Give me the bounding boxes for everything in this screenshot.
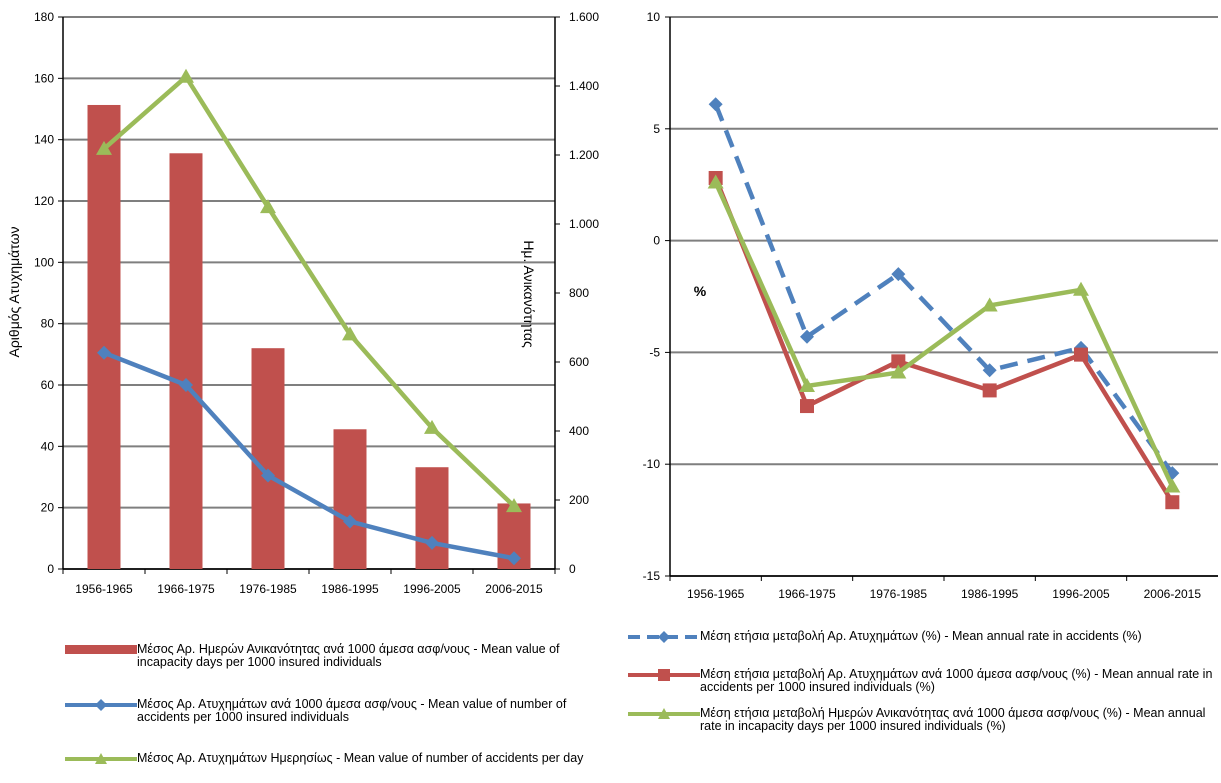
- data-point: [261, 468, 275, 483]
- data-point: [800, 399, 814, 414]
- left-y-axis-label: Αριθμός Ατυχημάτων: [6, 227, 22, 358]
- legend-swatch-triangle-line: [65, 753, 137, 764]
- data-point: [1165, 495, 1180, 510]
- x-axis-tick-label: 2006-2015: [1144, 587, 1202, 601]
- y-axis-tick-label: -10: [643, 457, 661, 471]
- right-chart-y-axis-label: %: [694, 283, 707, 299]
- series-line: [103, 350, 515, 561]
- legend-swatch-square-line: [628, 669, 700, 681]
- data-point: [981, 297, 998, 312]
- data-point: [1073, 281, 1089, 296]
- right-axis-tick-label: 800: [569, 286, 589, 300]
- legend-label: Μέση ετήσια μεταβολή Αρ. Ατυχημάτων (%) …: [700, 629, 1142, 643]
- legend-swatch-diamond-line: [65, 699, 137, 711]
- data-point: [1165, 466, 1180, 481]
- left-axis-tick-label: 120: [34, 194, 54, 208]
- bar: [415, 467, 449, 569]
- series-line: [713, 177, 1175, 504]
- right-y-axis-label: Ημ. Ανικανότητας: [521, 240, 537, 348]
- x-axis-tick-label: 1986-1995: [321, 582, 379, 596]
- x-axis-tick-label: 1966-1975: [157, 582, 215, 596]
- x-axis-tick-label: 1956-1965: [75, 582, 133, 596]
- data-point: [97, 345, 111, 360]
- x-axis-tick-label: 2006-2015: [485, 582, 543, 596]
- bar: [333, 429, 367, 569]
- y-axis-tick-label: 5: [653, 122, 660, 136]
- legend-swatch-dashed-diamond: [628, 631, 700, 643]
- data-point: [506, 498, 522, 513]
- y-axis-tick-label: -15: [643, 569, 661, 583]
- legend-label: Μέσος Αρ. Ημερών Ανικανότητας ανά 1000 ά…: [137, 642, 560, 669]
- data-point: [800, 329, 814, 344]
- right-axis-tick-label: 600: [569, 355, 589, 369]
- right-axis-tick-label: 1.400: [569, 79, 599, 93]
- series-line: [713, 103, 1175, 475]
- data-point: [982, 383, 997, 398]
- left-axis-tick-label: 20: [41, 501, 55, 515]
- x-axis-tick-label: 1986-1995: [961, 587, 1019, 601]
- left-axis-tick-label: 0: [47, 562, 54, 576]
- left-axis-tick-label: 180: [34, 10, 54, 24]
- data-point: [707, 174, 724, 189]
- right-axis-tick-label: 1.000: [569, 217, 599, 231]
- bar: [251, 348, 285, 569]
- data-point: [178, 68, 194, 83]
- right-axis-tick-label: 1.600: [569, 10, 599, 24]
- left-axis-tick-label: 140: [34, 133, 54, 147]
- legend-label: Μέσος Αρ. Ατυχημάτων Ημερησίως - Mean va…: [137, 751, 584, 765]
- y-axis-tick-label: 0: [653, 234, 660, 248]
- series-line: [713, 181, 1175, 488]
- legend-label: Μέση ετήσια μεταβολή Αρ. Ατυχημάτων ανά …: [700, 667, 1213, 694]
- y-axis-tick-label: 10: [647, 10, 661, 24]
- data-point: [507, 551, 521, 566]
- data-point: [708, 97, 723, 112]
- data-point: [96, 140, 112, 155]
- right-chart: % -15 -10 -5 0 5 10 1956-1965 1966-1975 1976-198…: [643, 10, 1218, 601]
- data-point: [1164, 478, 1181, 493]
- x-axis-tick-label: 1996-2005: [1052, 587, 1110, 601]
- x-axis-tick-label: 1956-1965: [687, 587, 745, 601]
- x-axis-tick-label: 1976-1985: [870, 587, 928, 601]
- left-axis-tick-label: 80: [41, 317, 55, 331]
- x-axis-tick-label: 1996-2005: [403, 582, 461, 596]
- data-point: [425, 535, 439, 550]
- data-point: [1074, 347, 1088, 362]
- x-axis-tick-label: 1966-1975: [778, 587, 836, 601]
- right-axis-tick-label: 1.200: [569, 148, 599, 162]
- data-point: [343, 514, 357, 529]
- data-point: [982, 363, 997, 378]
- left-axis-tick-label: 100: [34, 255, 54, 269]
- x-axis-tick-label: 1976-1985: [239, 582, 297, 596]
- legend-label: Μέσος Αρ. Ατυχημάτων ανά 1000 άμεσα ασφ/…: [137, 697, 567, 724]
- data-point: [891, 267, 906, 282]
- bar: [169, 153, 203, 569]
- data-point: [424, 419, 440, 434]
- legend-label: Μέση ετήσια μεταβολή Ημερών Ανικανότητας…: [700, 706, 1206, 733]
- data-point: [342, 326, 358, 341]
- data-point: [890, 364, 907, 379]
- y-axis-tick-label: -5: [649, 345, 660, 359]
- right-axis-tick-label: 200: [569, 493, 589, 507]
- left-axis-tick-label: 160: [34, 71, 54, 85]
- left-chart: Αριθμός Ατυχημάτων Ημ. Ανικανότητας 0 20 4…: [6, 10, 599, 596]
- left-axis-tick-label: 60: [41, 378, 55, 392]
- right-axis-tick-label: 0: [569, 562, 576, 576]
- left-axis-tick-label: 40: [41, 439, 55, 453]
- data-point: [891, 354, 906, 369]
- right-axis-tick-label: 400: [569, 424, 589, 438]
- bar: [87, 104, 121, 569]
- data-point: [799, 377, 815, 392]
- data-point: [179, 378, 193, 392]
- series-line: [102, 74, 516, 508]
- legend-swatch-triangle-line: [628, 708, 700, 719]
- legend-swatch-bar: [65, 645, 137, 654]
- data-point: [260, 199, 276, 214]
